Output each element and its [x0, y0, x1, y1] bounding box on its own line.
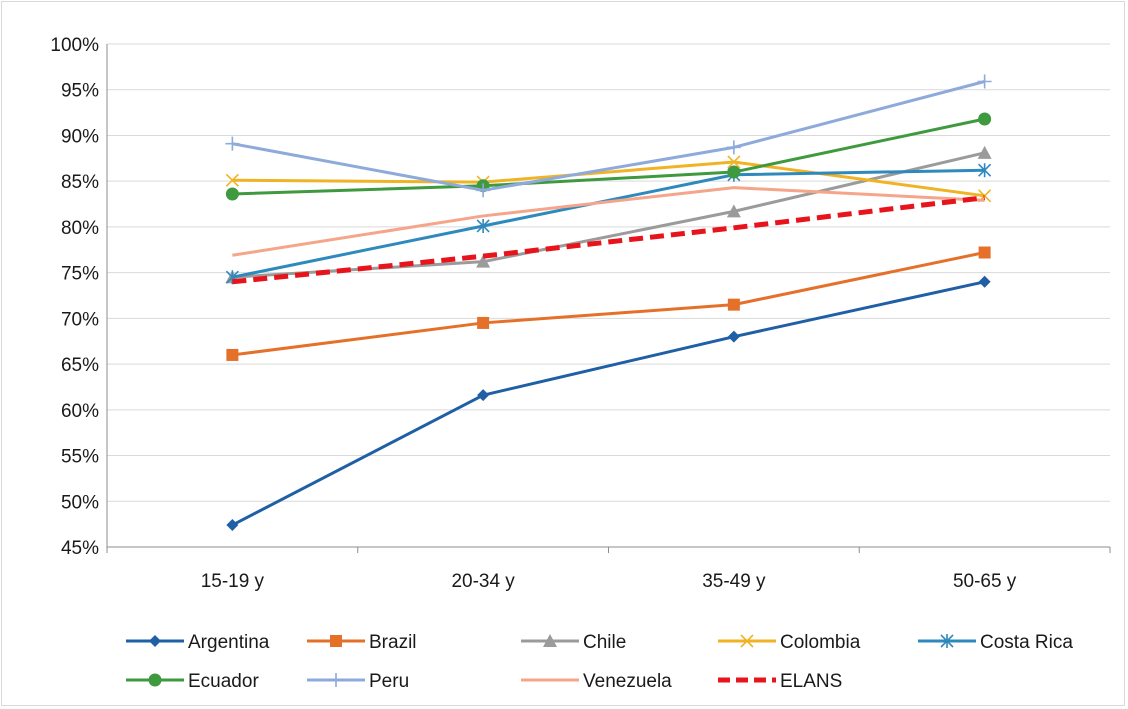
- data-point: [977, 145, 992, 159]
- data-point: [726, 140, 741, 155]
- legend-label: Ecuador: [188, 671, 259, 692]
- data-point: [978, 112, 992, 126]
- y-tick-label: 80%: [61, 218, 99, 239]
- x-axis-ticks: 15-19 y 20-34 y 35-49 y 50-65 y: [106, 547, 1111, 592]
- series-line: [232, 117, 985, 196]
- y-tick-label: 95%: [61, 81, 99, 102]
- series-line: [232, 80, 986, 192]
- y-tick-label: 90%: [61, 126, 99, 147]
- data-point: [727, 298, 740, 311]
- x-tick-label: 20-34 y: [451, 571, 515, 592]
- data-point: [726, 204, 741, 218]
- legend-marker: [148, 673, 162, 687]
- data-point: [978, 275, 991, 288]
- legend-item-colombia: Colombia: [718, 632, 861, 653]
- legend-marker: [543, 634, 557, 647]
- gridlines: [107, 43, 1110, 502]
- data-point: [727, 165, 741, 179]
- series-elans: [232, 195, 985, 285]
- x-tick-label: 50-65 y: [953, 571, 1017, 592]
- legend-marker: [330, 635, 342, 647]
- legend-label: Costa Rica: [980, 632, 1073, 653]
- series-line: [232, 151, 985, 279]
- data-point: [225, 136, 240, 151]
- legend-item-elans: ELANS: [718, 671, 842, 692]
- data-point: [727, 155, 741, 169]
- y-tick-label: 75%: [61, 264, 99, 285]
- data-point: [978, 163, 992, 178]
- legend-item-brazil: Brazil: [307, 632, 417, 653]
- legend-label: Argentina: [188, 632, 270, 653]
- legend-item-chile: Chile: [521, 632, 626, 653]
- legend-marker: [329, 673, 343, 687]
- data-point: [225, 187, 239, 201]
- data-point: [477, 389, 490, 402]
- data-point: [226, 348, 239, 361]
- legend-item-costa-rica: Costa Rica: [918, 632, 1073, 653]
- series-line: [232, 195, 985, 285]
- series-line: [232, 186, 985, 257]
- y-tick-label: 70%: [61, 309, 99, 330]
- x-tick-label: 35-49 y: [702, 571, 766, 592]
- y-tick-label: 55%: [61, 447, 99, 468]
- series-line: [232, 168, 985, 279]
- legend-label: Venezuela: [583, 671, 672, 692]
- legend-marker: [149, 635, 161, 647]
- legend-marker: [940, 634, 954, 648]
- series-ecuador: [225, 112, 992, 201]
- y-tick-label: 85%: [61, 172, 99, 193]
- series-chile: [225, 145, 992, 284]
- legend-item-peru: Peru: [307, 671, 409, 692]
- series-brazil: [226, 246, 991, 361]
- legend-label: Brazil: [369, 632, 417, 653]
- y-tick-label: 45%: [61, 538, 99, 559]
- series-peru: [225, 74, 992, 198]
- series-line: [232, 160, 985, 198]
- series-line: [231, 280, 985, 527]
- legend-item-ecuador: Ecuador: [126, 671, 259, 692]
- series-argentina: [226, 275, 991, 532]
- legend-label: Chile: [583, 632, 626, 653]
- data-point: [476, 218, 490, 233]
- y-tick-label: 65%: [61, 355, 99, 376]
- data-point: [477, 316, 490, 329]
- series-line: [232, 251, 985, 357]
- y-axis-ticks: 45% 50% 55% 60% 65% 70% 75% 80% 85% 90% 95% 100%: [50, 35, 99, 559]
- data-point: [727, 330, 740, 343]
- x-tick-label: 15-19 y: [201, 571, 265, 592]
- y-tick-label: 100%: [50, 35, 99, 56]
- series-venezuela: [232, 186, 985, 257]
- series-lines: [225, 74, 992, 532]
- legend-label: ELANS: [780, 671, 842, 692]
- legend: Argentina Brazil Chile Colombia Costa Rica Ec…: [126, 632, 1073, 692]
- legend-item-argentina: Argentina: [126, 632, 270, 653]
- axes: [106, 44, 1110, 548]
- y-tick-label: 50%: [61, 492, 99, 513]
- data-point: [225, 173, 239, 187]
- data-point: [476, 183, 491, 198]
- legend-label: Colombia: [780, 632, 861, 653]
- data-point: [978, 246, 991, 259]
- data-point: [977, 74, 992, 89]
- legend-item-venezuela: Venezuela: [521, 671, 672, 692]
- y-tick-label: 60%: [61, 401, 99, 422]
- data-point: [476, 254, 491, 268]
- data-point: [226, 519, 239, 532]
- legend-marker: [740, 634, 754, 648]
- legend-label: Peru: [369, 671, 409, 692]
